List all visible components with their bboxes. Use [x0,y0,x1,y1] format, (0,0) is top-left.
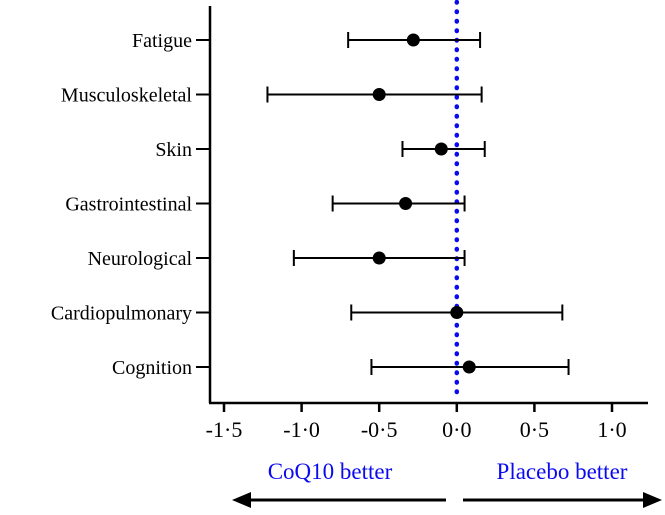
point-marker [434,142,448,156]
category-label: Musculoskeletal [61,85,193,107]
point-marker [462,360,476,374]
point-marker [406,33,420,47]
left-arrow-head [232,492,251,508]
category-label: Neurological [88,248,193,270]
x-tick-label: 0·0 [442,417,471,442]
placebo-better-label: Placebo better [497,459,628,484]
x-tick-label: -1·5 [206,417,243,442]
x-tick-label: -1·0 [283,417,320,442]
point-marker [399,197,413,210]
category-label: Gastrointestinal [65,194,192,216]
category-label: Skin [155,139,192,161]
x-tick-label: 0·5 [520,417,549,442]
point-marker [450,306,464,319]
right-arrow-head [643,492,662,508]
coq10-better-label: CoQ10 better [268,459,393,484]
category-label: Cardiopulmonary [51,303,192,325]
point-marker [372,88,386,101]
category-label: Fatigue [132,30,192,52]
category-label: Cognition [112,357,192,379]
point-marker [372,251,386,265]
x-tick-label: 1·0 [597,417,626,442]
x-tick-label: -0·5 [361,417,398,442]
